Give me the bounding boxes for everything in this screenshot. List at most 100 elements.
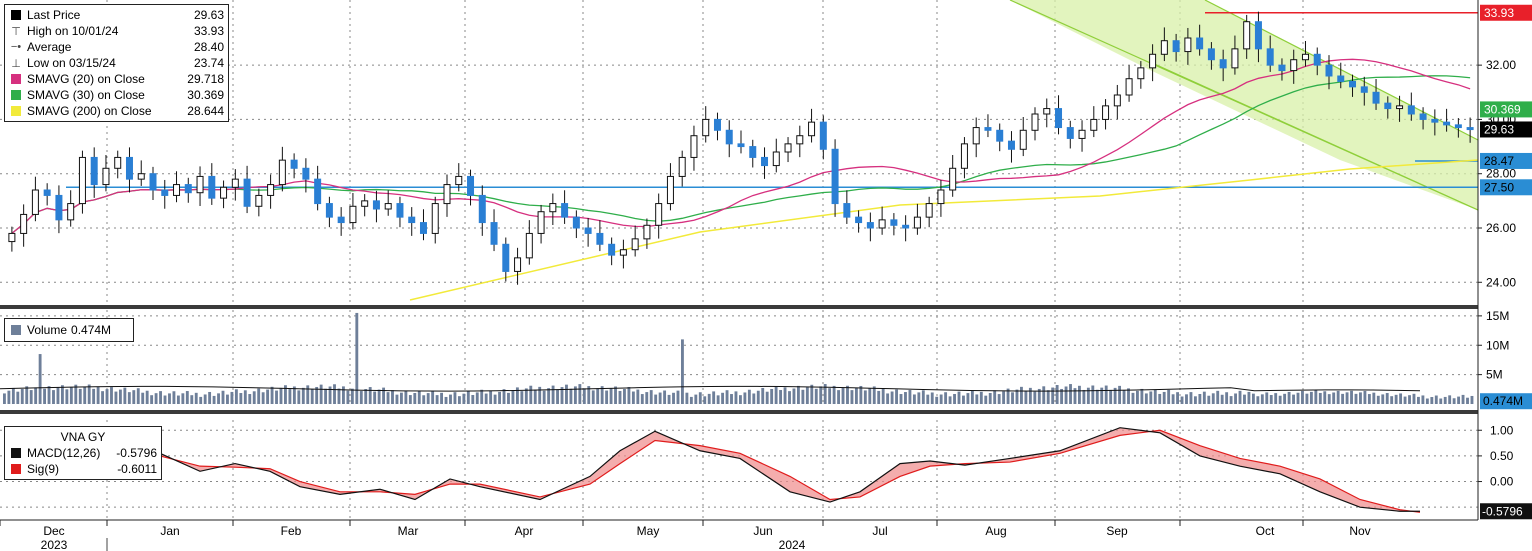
candle-body xyxy=(1290,59,1298,72)
volume-bar xyxy=(761,387,765,404)
volume-bar xyxy=(1091,385,1095,404)
volume-bar xyxy=(796,385,800,404)
volume-bar xyxy=(529,385,533,404)
volume-bar xyxy=(1064,386,1068,404)
value-tag xyxy=(1480,121,1532,138)
candle-body xyxy=(761,156,769,167)
volume-bar xyxy=(1243,394,1246,404)
volume-bar xyxy=(261,392,265,404)
x-axis: Dec Jan Feb Mar Apr May Jun Jul Aug Sep Oct Nov 2023… xyxy=(0,520,1371,551)
candle-body xyxy=(1207,48,1215,61)
volume-bar xyxy=(984,395,988,404)
legend-row-sma30: SMAVG (30) on Close 30.369 xyxy=(9,87,224,103)
volume-bar xyxy=(404,390,408,404)
volume-bar xyxy=(217,393,220,404)
month-label: Aug xyxy=(985,524,1006,538)
volume-bar xyxy=(159,391,162,404)
volume-bar xyxy=(667,394,671,404)
volume-bars xyxy=(0,312,1474,404)
volume-bar xyxy=(1412,393,1416,404)
value-tag xyxy=(1480,152,1532,169)
volume-bar xyxy=(1180,396,1184,404)
volume-bar xyxy=(7,390,11,404)
candle-body xyxy=(890,219,898,226)
candle-body xyxy=(184,184,192,194)
volume-bar xyxy=(435,395,439,404)
candle-body xyxy=(902,224,910,229)
candle-body xyxy=(713,118,721,131)
volume-bar xyxy=(1078,385,1081,404)
volume-bar xyxy=(1332,392,1336,404)
volume-bar xyxy=(319,384,323,404)
month-label: Feb xyxy=(281,524,302,538)
candle-body xyxy=(1384,102,1392,110)
volume-bar xyxy=(627,387,631,404)
value-tag-label: 30.369 xyxy=(1484,102,1521,116)
volume-bar xyxy=(480,389,484,404)
candle-body xyxy=(1372,91,1380,104)
volume-bar xyxy=(484,393,488,404)
value-tag xyxy=(1480,4,1532,21)
candle-body xyxy=(8,232,16,243)
candle-body xyxy=(361,200,369,207)
volume-bar xyxy=(1314,390,1318,404)
macd-fill xyxy=(160,427,1420,513)
candle-body xyxy=(796,135,804,145)
legend-row-sma20: SMAVG (20) on Close 29.718 xyxy=(9,71,224,87)
candle-body xyxy=(819,121,827,150)
volume-bar xyxy=(1269,395,1273,404)
volume-bar xyxy=(489,390,493,404)
volume-bar xyxy=(515,387,519,404)
tick-label: 26.00 xyxy=(1486,221,1516,235)
volume-bar xyxy=(698,392,702,404)
volume-bar xyxy=(819,386,823,404)
volume-bar xyxy=(600,386,604,404)
volume-bar xyxy=(56,387,60,404)
candle-body xyxy=(255,194,263,207)
candle-body xyxy=(737,143,745,148)
volume-bar xyxy=(426,393,430,404)
volume-bar xyxy=(743,392,747,404)
volume-bar xyxy=(257,388,261,404)
candle-body xyxy=(608,243,616,256)
candle-body xyxy=(866,222,874,229)
volume-bar xyxy=(1095,389,1099,404)
volume-bar xyxy=(997,394,1001,404)
volume-bar xyxy=(1202,391,1206,404)
volume-bar xyxy=(118,389,122,404)
volume-bar xyxy=(681,339,684,404)
trend-channel xyxy=(1009,0,1479,211)
candle-body xyxy=(1443,121,1451,126)
macd-title: VNA GY xyxy=(60,430,106,444)
candle-body xyxy=(125,156,133,180)
volume-bar xyxy=(957,391,961,404)
year-label: 2024 xyxy=(779,538,806,551)
candle-body xyxy=(702,118,710,137)
volume-bar xyxy=(569,388,573,404)
volume-bar xyxy=(20,388,24,404)
volume-bar xyxy=(1153,389,1157,404)
volume-bar xyxy=(462,393,466,404)
volume-bar xyxy=(904,392,907,404)
volume-bar xyxy=(150,395,154,404)
volume-bar xyxy=(373,391,377,404)
volume-bar xyxy=(988,392,992,404)
volume-bar xyxy=(1408,395,1411,404)
volume-bar xyxy=(123,387,127,404)
legend-row-macd: MACD(12,26) -0.5796 xyxy=(9,445,157,461)
volume-bar xyxy=(333,384,336,404)
volume-bar xyxy=(1287,391,1291,404)
volume-bar xyxy=(810,384,814,404)
volume-bar xyxy=(1028,387,1032,404)
volume-bar xyxy=(1350,390,1353,404)
month-label: Oct xyxy=(1256,524,1275,538)
high-marker-icon: ⊤ xyxy=(11,25,21,38)
volume-bar xyxy=(1037,388,1041,404)
volume-bar xyxy=(801,389,805,404)
volume-bar xyxy=(1430,397,1434,404)
candle-body xyxy=(808,121,816,137)
volume-bar xyxy=(386,392,390,404)
month-label: Jan xyxy=(160,524,179,538)
volume-bar xyxy=(774,386,778,404)
candle-body xyxy=(1219,59,1227,69)
